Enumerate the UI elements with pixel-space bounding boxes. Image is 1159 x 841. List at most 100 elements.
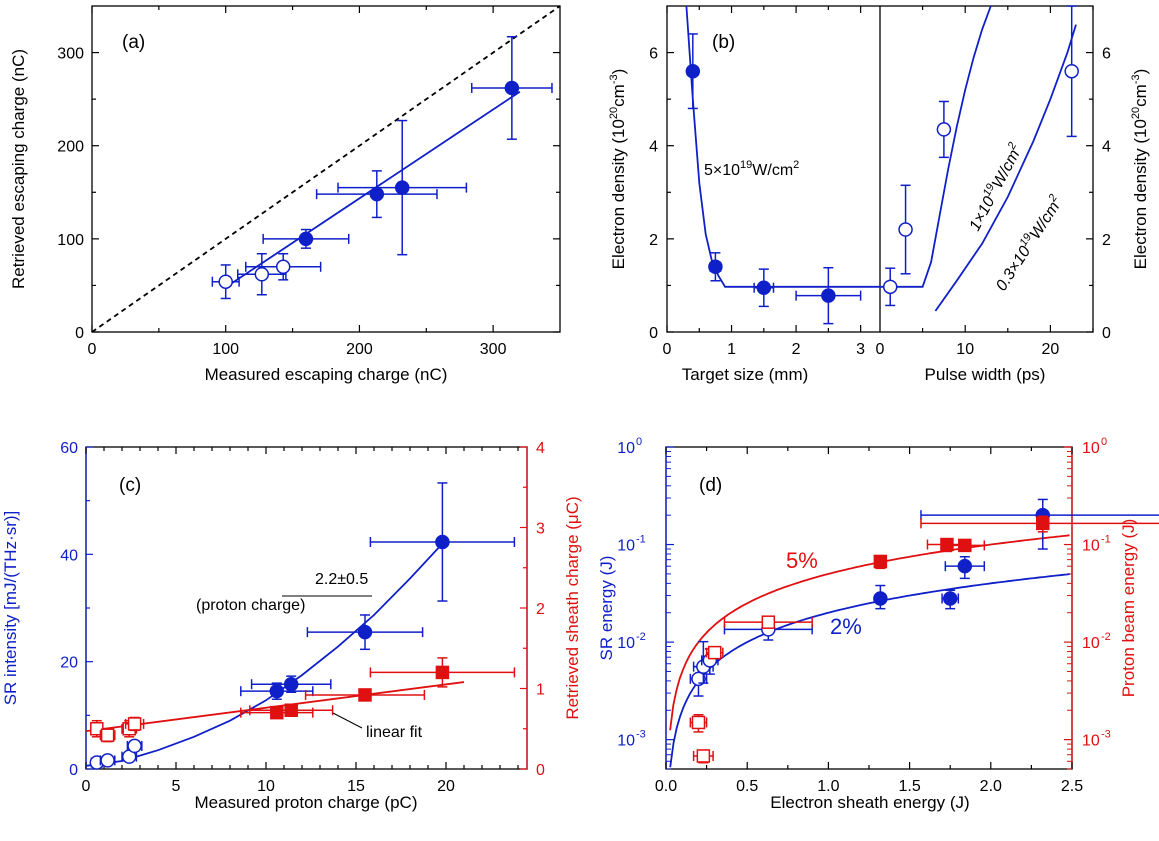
panel-a-xtick-label: 100: [212, 341, 239, 358]
panel-a-point: [394, 180, 410, 195]
panel-b-right-xtick-label: 20: [1042, 341, 1060, 358]
panel-c-ticks: 0 5 10 15 20 0 20 40 60 0 1 2 3 4: [60, 440, 545, 795]
panel-d-left-ytick-label: 10: [617, 733, 635, 750]
panel-d: 0.0 0.5 1.0 1.5 2.0 2.510 -3 10-310-2 10-210-1 10…: [597, 436, 1159, 812]
panel-d-red-fit: [669, 534, 1070, 731]
panel-a-frame: [91, 5, 561, 333]
panel-d-point: [873, 554, 888, 569]
panel-c-point: [270, 705, 284, 720]
panel-a-ytick-label: 0: [75, 325, 84, 342]
panel-c-point: [435, 534, 450, 550]
panel-d-red-fit-label: 5%: [786, 548, 818, 573]
panel-d-blue-fit: [669, 573, 1070, 768]
panel-c-point: [358, 688, 372, 702]
panel-d-point: [958, 538, 972, 553]
panel-d-data: [669, 498, 1159, 768]
panel-b-annotation-5e19: 5×1019W/cm2: [704, 159, 799, 179]
panel-d-xtick-label: 1.5: [898, 778, 920, 795]
panel-b-left-point: [756, 280, 772, 296]
panel-b-left-curve: [685, 5, 880, 288]
panel-d-point: [761, 615, 776, 629]
panel-c-xlabel: Measured proton charge (pC): [194, 793, 417, 812]
panel-d-label: (d): [699, 475, 722, 496]
panel-b-right-point: [936, 122, 952, 137]
panel-a-ytick-label: 300: [57, 46, 84, 63]
panel-d-right-ytick-exponent: 0: [1101, 436, 1107, 448]
panel-d-left-ytick-exponent: 0: [636, 436, 642, 448]
panel-c-point: [100, 728, 115, 742]
panel-c-ylabel-left: SR intensity [mJ/(THz·sr)]: [1, 511, 20, 706]
panel-d-point: [942, 591, 958, 606]
panel-b-left-point: [821, 288, 836, 303]
panel-d-left-ytick-exponent: -1: [636, 534, 646, 546]
panel-d-left-ytick-label: 10: [617, 440, 635, 457]
panel-d-frame: [665, 446, 1073, 770]
panel-c-point: [269, 683, 285, 699]
panel-d-point: [957, 558, 973, 574]
panel-d-point: [696, 749, 711, 763]
panel-d-blue-fit-label: 2%: [830, 614, 862, 639]
panel-b-right-ytick-label: 4: [1102, 139, 1111, 156]
panel-b-right-curve: [880, 5, 992, 288]
panel-d-ylabel-left: SR energy (J): [597, 556, 616, 661]
panel-d-point: [1036, 516, 1050, 531]
panel-a-xtick-label: 300: [480, 341, 507, 358]
panel-c-xtick-label: 0: [82, 778, 91, 795]
panel-b-right-ytick-label: 2: [1102, 232, 1111, 249]
panel-c-point: [284, 703, 298, 717]
panel-d-xtick-label: 2.0: [980, 778, 1002, 795]
panel-b-left-ytick-label: 6: [649, 46, 658, 63]
panel-b-ylabel-left: Electron density (1020cm-3): [608, 69, 628, 270]
panel-d-point: [873, 591, 888, 606]
panel-a-ylabel: Retrieved escaping charge (nC): [9, 49, 28, 289]
panel-b-right-ytick-label: 6: [1102, 46, 1111, 63]
panel-c-right-ytick-label: 1: [536, 682, 545, 699]
panel-c-point: [127, 738, 142, 754]
panel-b-left-point: [708, 259, 723, 275]
panel-c-point: [127, 717, 142, 731]
panel-b-left-xtick-label: 3: [856, 341, 865, 358]
panel-b-left-xtick-label: 0: [663, 341, 672, 358]
panel-b-left-xtick-label: 1: [727, 341, 736, 358]
panel-a-point: [504, 80, 520, 96]
panel-a-xtick-label: 0: [88, 341, 97, 358]
panel-d-right-ytick-label: 10: [1082, 538, 1100, 555]
panel-b-left-point: [685, 63, 701, 79]
panel-b-right-curve: [934, 24, 1077, 312]
panel-b-right-xtick-label: 0: [876, 341, 885, 358]
panel-c-linearfit-pointer: [332, 712, 363, 729]
panel-d-right-ytick-exponent: -2: [1101, 631, 1111, 643]
panel-c-annotation-exponent: 2.2±0.5: [315, 571, 368, 588]
panel-c-blue-fit: [85, 539, 447, 767]
panel-c-left-ytick-label: 60: [60, 440, 78, 457]
panel-c-right-ytick-label: 2: [536, 601, 545, 618]
panel-b-xlabel-left: Target size (mm): [682, 365, 809, 384]
panel-a-point: [275, 259, 291, 275]
panel-c-left-ytick-label: 0: [69, 762, 78, 779]
panel-d-left-ytick-exponent: -2: [636, 631, 646, 643]
panel-c-left-ytick-label: 40: [60, 547, 78, 564]
panel-d-point: [691, 715, 706, 730]
panel-c-xtick-label: 15: [347, 778, 365, 795]
panel-d-ylabel-right: Proton beam energy (J): [1119, 519, 1138, 698]
panel-c-point: [283, 676, 299, 692]
panel-a-data: [91, 5, 561, 333]
panel-a-label: (a): [122, 32, 145, 53]
panel-c-xtick-label: 5: [172, 778, 181, 795]
panel-d-right-ytick-label: 10: [1082, 440, 1100, 457]
panel-d-point: [691, 671, 706, 687]
panel-c-point: [100, 753, 115, 768]
panel-c-annotation-linear-fit: linear fit: [366, 724, 423, 741]
panel-b-right-point: [898, 222, 913, 237]
panel-c-right-ytick-label: 4: [536, 440, 545, 457]
panel-d-left-ytick-label: 10: [617, 538, 635, 555]
panel-b-xlabel-right: Pulse width (ps): [925, 365, 1046, 384]
panel-c-annotation-proton-charge: (proton charge): [196, 597, 305, 614]
panel-b-left-ytick-label: 2: [649, 232, 658, 249]
panel-d-point: [940, 537, 954, 552]
panel-d-right-ytick-exponent: -1: [1101, 534, 1111, 546]
panel-a-point: [218, 274, 233, 289]
panel-b-label: (b): [712, 32, 735, 53]
